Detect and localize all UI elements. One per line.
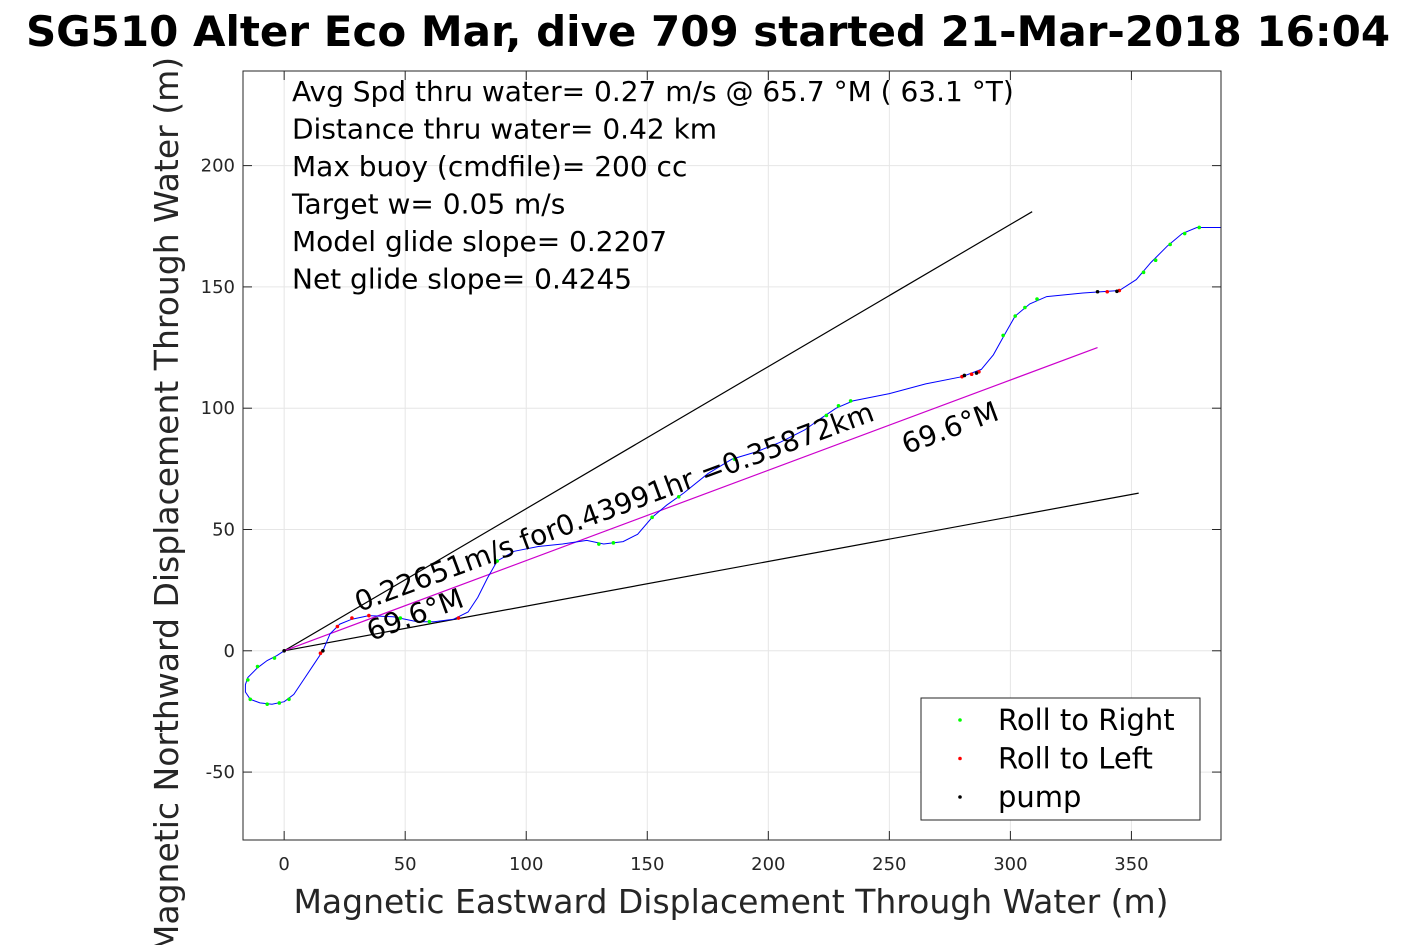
roll-right-marker — [495, 559, 499, 563]
legend-entry: pump — [998, 780, 1081, 814]
legend-swatch — [958, 718, 962, 722]
roll-left-marker — [350, 616, 354, 620]
roll-left-marker — [367, 613, 371, 618]
lower-bound-line — [284, 492, 1139, 652]
roll-right-marker — [1197, 225, 1202, 230]
y-tick-label: 100 — [201, 398, 235, 419]
info-line: Distance thru water= 0.42 km — [292, 113, 717, 146]
pump-marker — [1115, 289, 1119, 294]
info-line: Avg Spd thru water= 0.27 m/s @ 65.7 °M (… — [292, 75, 1014, 108]
legend-entry: Roll to Left — [998, 742, 1153, 776]
roll-right-marker — [732, 457, 737, 461]
roll-left-marker — [335, 624, 340, 629]
legend-swatch — [958, 795, 962, 799]
reference-lines — [283, 211, 1139, 652]
roll-right-marker — [650, 515, 654, 520]
y-tick-label: 150 — [201, 277, 235, 298]
x-tick-label: 250 — [872, 854, 906, 875]
roll-right-marker — [246, 678, 250, 682]
pump-marker — [321, 648, 325, 653]
legend: Roll to Right Roll to Left pump — [920, 697, 1201, 821]
y-tick-label: 200 — [201, 156, 235, 177]
roll-left-marker — [1105, 289, 1110, 294]
marker-layer — [246, 225, 1202, 706]
roll-right-marker — [611, 541, 616, 545]
roll-right-marker — [277, 701, 282, 705]
legend-entry: Roll to Right — [998, 703, 1175, 737]
axis-ticks: 0 50 100 150 200 250 300 350 -50 0 50 100 150 200 — [201, 71, 1221, 875]
pump-marker — [282, 648, 286, 653]
x-tick-label: 200 — [751, 854, 785, 875]
grid — [243, 71, 1221, 840]
chart-title: SG510 Alter Eco Mar, dive 709 started 21… — [26, 7, 1390, 56]
roll-right-marker — [824, 413, 829, 418]
roll-right-marker — [248, 697, 253, 702]
roll-right-marker — [1182, 231, 1187, 236]
glider-track-line — [244, 227, 1221, 705]
pump-marker — [974, 371, 979, 375]
roll-right-marker — [1153, 258, 1158, 263]
info-line: Max buoy (cmdfile)= 200 cc — [292, 150, 687, 183]
roll-right-marker — [272, 656, 277, 660]
roll-right-marker — [255, 664, 260, 669]
x-tick-label: 100 — [509, 854, 543, 875]
y-axis-label: Magnetic Northward Displacement Through … — [147, 57, 186, 945]
y-tick-label: -50 — [206, 762, 235, 783]
info-line: Target w= 0.05 m/s — [291, 188, 565, 221]
legend-box — [920, 697, 1201, 821]
plot-frame — [242, 70, 1222, 841]
roll-right-marker — [1141, 270, 1146, 275]
pump-marker — [1095, 289, 1100, 294]
net-heading-line — [283, 346, 1098, 652]
roll-left-marker — [318, 651, 323, 656]
roll-right-marker — [427, 619, 432, 624]
roll-right-marker — [1023, 305, 1027, 310]
roll-right-marker — [676, 494, 681, 499]
x-tick-label: 300 — [993, 854, 1027, 875]
upper-bound-line — [283, 211, 1033, 652]
roll-left-marker — [969, 372, 974, 377]
info-line: Net glide slope= 0.4245 — [292, 263, 632, 296]
roll-right-marker — [287, 697, 291, 702]
roll-right-marker — [1035, 297, 1039, 301]
x-tick-label: 350 — [1114, 854, 1148, 875]
roll-right-marker — [1168, 242, 1172, 247]
x-axis-label: Magnetic Eastward Displacement Through W… — [293, 882, 1168, 921]
info-text-block: Avg Spd thru water= 0.27 m/s @ 65.7 °M (… — [291, 75, 1014, 296]
x-tick-label: 150 — [630, 854, 664, 875]
x-tick-label: 50 — [394, 854, 417, 875]
roll-right-marker — [848, 399, 853, 403]
roll-right-marker — [597, 542, 601, 546]
roll-right-marker — [1013, 314, 1018, 318]
y-tick-label: 50 — [212, 519, 235, 540]
track-layer — [244, 227, 1221, 705]
y-tick-label: 0 — [224, 641, 235, 662]
legend-swatch — [958, 756, 962, 761]
roll-left-marker — [456, 616, 461, 620]
roll-right-marker — [398, 616, 403, 620]
roll-right-marker — [1001, 333, 1005, 338]
x-tick-label: 0 — [278, 854, 289, 875]
roll-right-marker — [836, 403, 841, 408]
pump-marker — [962, 373, 967, 378]
info-line: Model glide slope= 0.2207 — [292, 225, 667, 258]
roll-right-marker — [265, 702, 270, 706]
